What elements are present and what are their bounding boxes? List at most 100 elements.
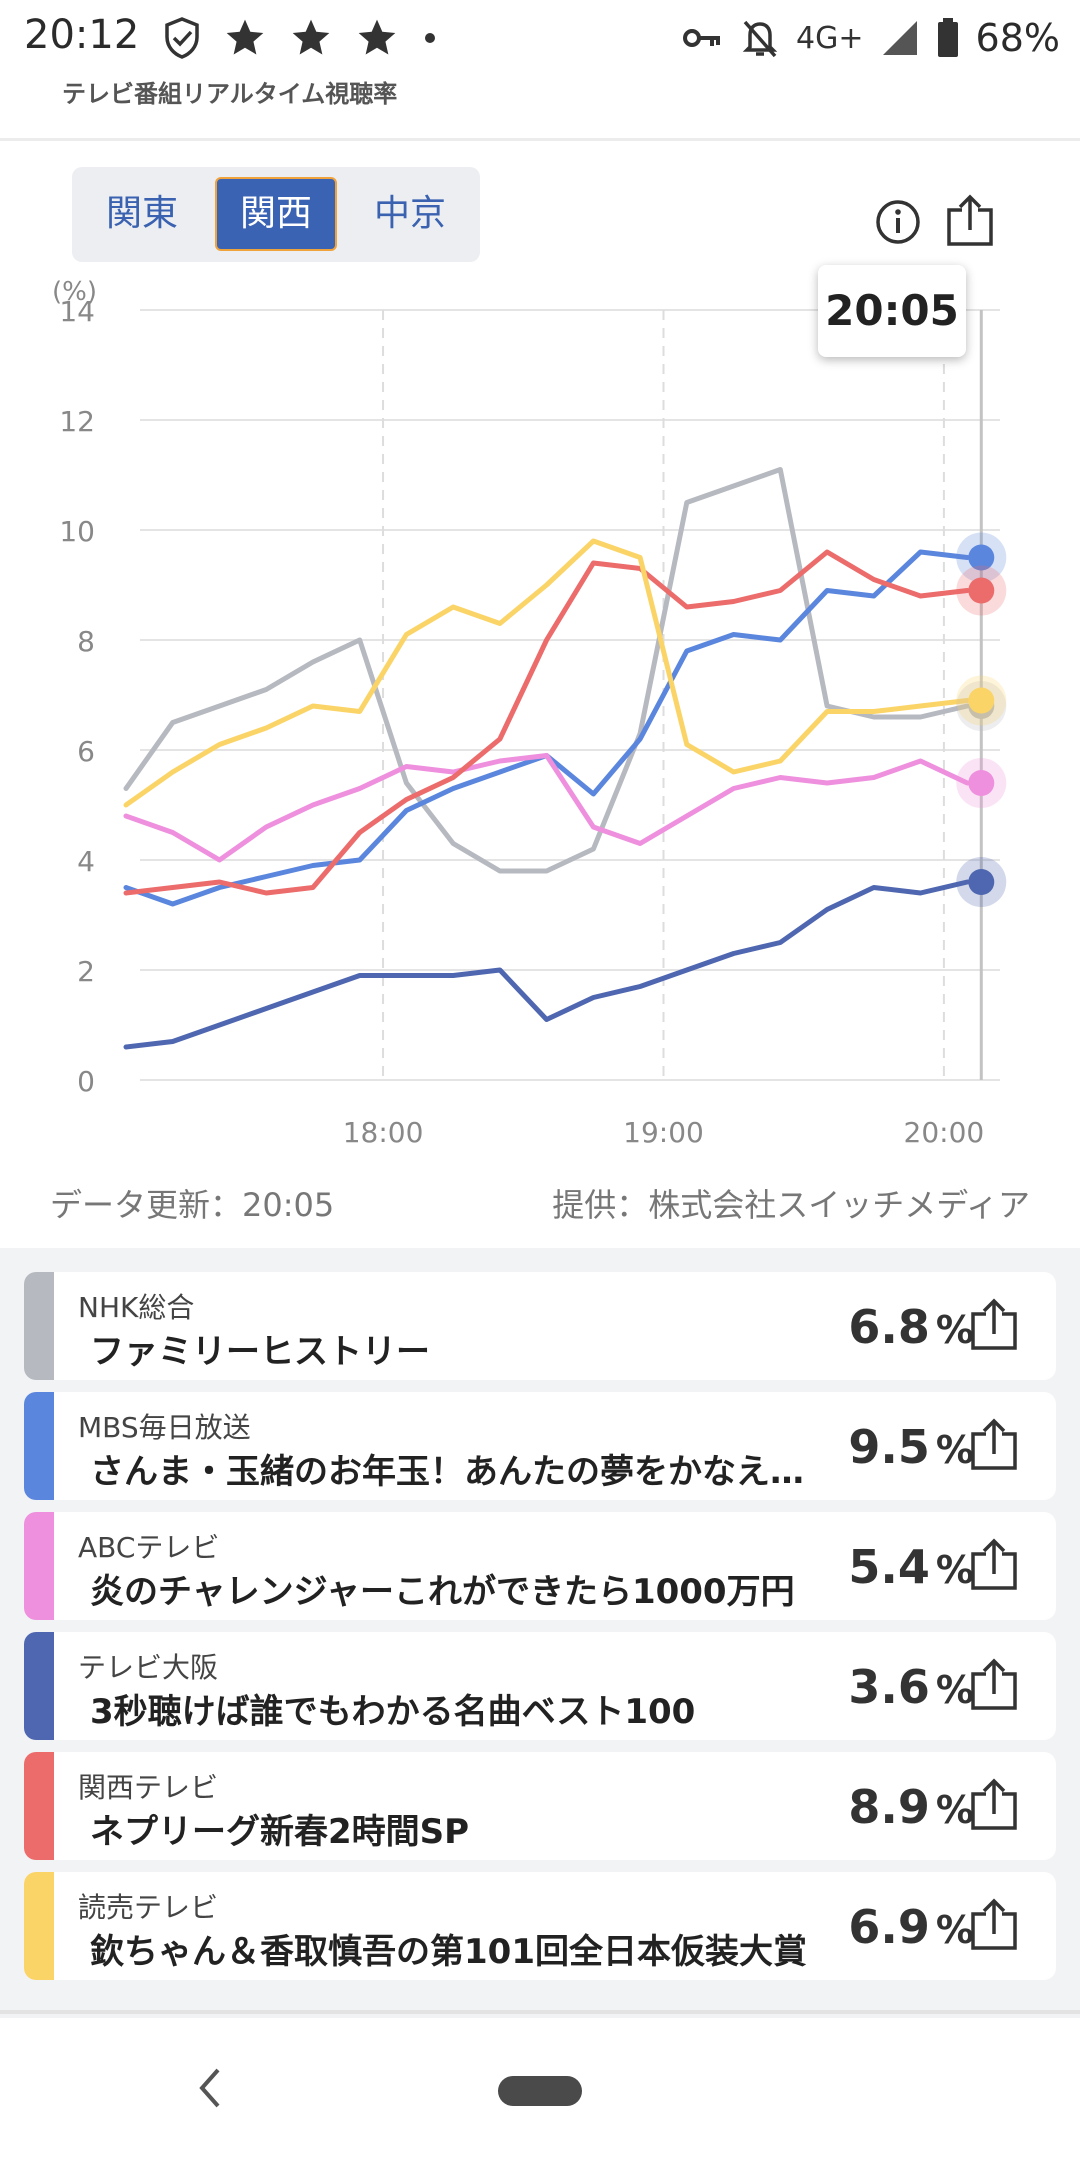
ratings-line-chart[interactable]: 14 12 10 8 6 4 2 0 (%) 18:00 19:00 20:00 xyxy=(0,270,1080,1150)
share-icon[interactable] xyxy=(968,1778,1020,1832)
series-line xyxy=(123,467,970,874)
y-tick-label: 0 xyxy=(77,1065,95,1098)
dot-icon xyxy=(425,33,435,43)
y-tick-label: 12 xyxy=(59,405,95,438)
channel-card[interactable]: NHK総合ファミリーヒストリー 6.8% xyxy=(24,1272,1056,1380)
notifications-off-icon xyxy=(742,20,778,58)
share-icon[interactable] xyxy=(968,1898,1020,1952)
app-title: テレビ番組リアルタイム視聴率 xyxy=(62,80,398,108)
y-tick-label: 14 xyxy=(59,295,95,328)
divider xyxy=(0,138,1080,141)
series-marker xyxy=(968,687,995,714)
series-line xyxy=(123,879,970,1050)
station-name: 関西テレビ xyxy=(78,1771,219,1804)
status-bar: 20:12 4G+ 68% xyxy=(0,0,1080,78)
program-title: ネプリーグ新春2時間SP xyxy=(90,1812,470,1852)
share-icon[interactable] xyxy=(944,194,996,248)
rating-value: 8.9 xyxy=(848,1780,930,1834)
star-icon xyxy=(358,19,396,55)
rating-value-wrap: 9.5% xyxy=(824,1420,974,1474)
program-title: 炎のチャレンジャーこれができたら1000万円 xyxy=(90,1572,795,1612)
rating-value-wrap: 6.9% xyxy=(824,1900,974,1954)
data-updated-label: データ更新：20:05 xyxy=(50,1186,335,1224)
key-icon xyxy=(683,29,721,47)
program-title: ファミリーヒストリー xyxy=(90,1332,430,1372)
tab-kanto[interactable]: 関東 xyxy=(105,193,178,234)
divider xyxy=(0,2010,1080,2014)
station-name: 読売テレビ xyxy=(78,1891,219,1924)
rating-unit: % xyxy=(935,1428,974,1472)
y-tick-label: 2 xyxy=(77,955,95,988)
channel-color-bar xyxy=(24,1272,54,1380)
signal-icon xyxy=(882,21,917,55)
y-tick-label: 10 xyxy=(59,515,95,548)
series-line xyxy=(123,538,970,808)
channel-color-bar xyxy=(24,1632,54,1740)
series-line xyxy=(123,753,970,863)
navigation-bar xyxy=(0,2018,1080,2160)
station-name: テレビ大阪 xyxy=(78,1651,219,1684)
status-time: 20:12 xyxy=(24,12,140,58)
channel-card[interactable]: ABCテレビ炎のチャレンジャーこれができたら1000万円 5.4% xyxy=(24,1512,1056,1620)
back-icon[interactable] xyxy=(190,2060,230,2116)
station-name: ABCテレビ xyxy=(78,1531,220,1564)
y-tick-label: 4 xyxy=(77,845,95,878)
x-tick-label: 20:00 xyxy=(904,1116,985,1149)
rating-value-wrap: 3.6% xyxy=(824,1660,974,1714)
series-marker xyxy=(968,770,995,796)
rating-unit: % xyxy=(935,1788,974,1832)
rating-value: 6.9 xyxy=(848,1900,930,1954)
star-icon xyxy=(226,19,264,55)
battery-icon xyxy=(937,18,958,57)
region-tabs: 関東 関西 中京 xyxy=(72,167,480,262)
channel-card[interactable]: テレビ大阪 3秒聴けば誰でもわかる名曲ベスト100 3.6% xyxy=(24,1632,1056,1740)
home-pill[interactable] xyxy=(498,2076,582,2106)
data-provider-label: 提供：株式会社スイッチメディア xyxy=(552,1186,1030,1224)
series-line xyxy=(123,549,970,896)
battery-percent: 68% xyxy=(975,16,1060,60)
shield-check-icon xyxy=(165,17,199,59)
rating-unit: % xyxy=(935,1908,974,1952)
series-marker xyxy=(968,869,995,895)
tab-chukyo[interactable]: 中京 xyxy=(373,193,446,234)
x-tick-label: 18:00 xyxy=(343,1116,424,1149)
rating-unit: % xyxy=(935,1668,974,1712)
channel-card[interactable]: 関西テレビネプリーグ新春2時間SP 8.9% xyxy=(24,1752,1056,1860)
network-type: 4G+ xyxy=(796,20,864,56)
y-axis-unit-label: (%) xyxy=(52,277,97,307)
rating-value-wrap: 8.9% xyxy=(824,1780,974,1834)
info-icon[interactable] xyxy=(874,198,922,246)
rating-value-wrap: 6.8% xyxy=(824,1300,974,1354)
channel-color-bar xyxy=(24,1392,54,1500)
rating-unit: % xyxy=(935,1548,974,1592)
share-icon[interactable] xyxy=(968,1538,1020,1592)
time-tooltip: 20:05 xyxy=(818,265,966,357)
program-title: 3秒聴けば誰でもわかる名曲ベスト100 xyxy=(90,1692,696,1732)
rating-value: 5.4 xyxy=(848,1540,930,1594)
series-marker xyxy=(968,544,995,571)
series-marker xyxy=(968,577,995,604)
station-name: NHK総合 xyxy=(78,1291,195,1324)
x-tick-label: 19:00 xyxy=(623,1116,704,1149)
share-icon[interactable] xyxy=(968,1418,1020,1472)
star-icon xyxy=(292,19,330,55)
share-icon[interactable] xyxy=(968,1298,1020,1352)
rating-value: 9.5 xyxy=(848,1420,930,1474)
y-tick-label: 6 xyxy=(77,735,95,768)
share-icon[interactable] xyxy=(968,1658,1020,1712)
program-title: 欽ちゃん＆香取慎吾の第101回全日本仮装大賞 xyxy=(90,1932,807,1972)
rating-unit: % xyxy=(935,1308,974,1352)
rating-value: 3.6 xyxy=(848,1660,930,1714)
channel-color-bar xyxy=(24,1512,54,1620)
program-title: さんま・玉緒のお年玉！あんたの夢をかなえたろかSP xyxy=(90,1452,830,1492)
channel-color-bar xyxy=(24,1752,54,1860)
y-tick-label: 8 xyxy=(77,625,95,658)
rating-value-wrap: 5.4% xyxy=(824,1540,974,1594)
tab-kansai[interactable]: 関西 xyxy=(215,177,337,251)
channel-color-bar xyxy=(24,1872,54,1980)
series-line xyxy=(123,549,970,907)
rating-value: 6.8 xyxy=(848,1300,930,1354)
station-name: MBS毎日放送 xyxy=(78,1411,251,1444)
channel-card[interactable]: 読売テレビ欽ちゃん＆香取慎吾の第101回全日本仮装大賞 6.9% xyxy=(24,1872,1056,1980)
